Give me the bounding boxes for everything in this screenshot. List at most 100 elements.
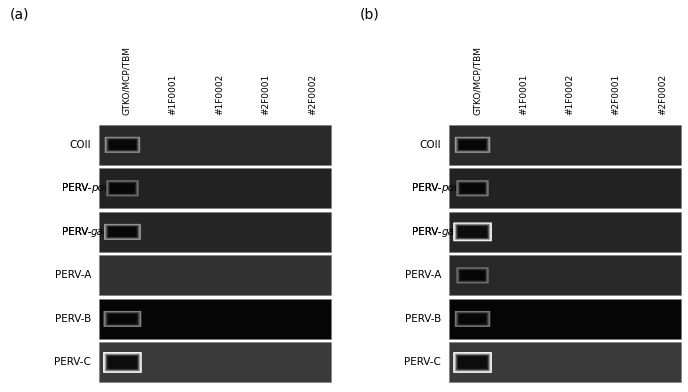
FancyBboxPatch shape: [458, 269, 487, 282]
FancyBboxPatch shape: [455, 224, 490, 240]
FancyBboxPatch shape: [99, 299, 331, 339]
Text: GTKO/MCP/TBM: GTKO/MCP/TBM: [122, 46, 131, 115]
FancyBboxPatch shape: [458, 356, 488, 369]
FancyBboxPatch shape: [449, 343, 681, 383]
FancyBboxPatch shape: [99, 343, 331, 383]
FancyBboxPatch shape: [99, 212, 331, 252]
FancyBboxPatch shape: [109, 183, 136, 194]
FancyBboxPatch shape: [105, 354, 140, 371]
Text: PERV-: PERV-: [62, 227, 91, 237]
FancyBboxPatch shape: [103, 352, 142, 373]
Text: #2F0002: #2F0002: [308, 74, 317, 115]
FancyBboxPatch shape: [104, 224, 141, 240]
FancyBboxPatch shape: [455, 353, 491, 372]
FancyBboxPatch shape: [107, 181, 138, 196]
Text: #2F0001: #2F0001: [612, 74, 621, 115]
FancyBboxPatch shape: [457, 268, 488, 283]
FancyBboxPatch shape: [458, 313, 488, 325]
Text: PERV-A: PERV-A: [55, 270, 91, 280]
Text: PERV-: PERV-: [62, 183, 91, 193]
FancyBboxPatch shape: [458, 226, 488, 238]
Text: pol: pol: [91, 183, 107, 193]
FancyBboxPatch shape: [449, 212, 681, 252]
FancyBboxPatch shape: [107, 313, 138, 325]
FancyBboxPatch shape: [458, 139, 487, 151]
FancyBboxPatch shape: [107, 226, 138, 238]
Text: PERV-: PERV-: [411, 227, 441, 237]
FancyBboxPatch shape: [107, 139, 138, 151]
FancyBboxPatch shape: [109, 140, 136, 150]
Text: (a): (a): [10, 8, 30, 22]
FancyBboxPatch shape: [111, 183, 134, 193]
Text: PERV-C: PERV-C: [405, 358, 441, 367]
FancyBboxPatch shape: [460, 140, 486, 149]
Text: #2F0001: #2F0001: [261, 74, 270, 115]
FancyBboxPatch shape: [107, 226, 138, 238]
FancyBboxPatch shape: [108, 182, 137, 195]
Text: pol: pol: [441, 183, 457, 193]
FancyBboxPatch shape: [460, 270, 486, 281]
FancyBboxPatch shape: [458, 313, 487, 325]
FancyBboxPatch shape: [105, 137, 140, 152]
Text: PERV-: PERV-: [62, 227, 91, 237]
FancyBboxPatch shape: [108, 314, 137, 324]
FancyBboxPatch shape: [449, 255, 681, 296]
Text: COII: COII: [69, 140, 91, 150]
FancyBboxPatch shape: [109, 314, 136, 324]
FancyBboxPatch shape: [107, 138, 138, 151]
FancyBboxPatch shape: [457, 181, 488, 196]
FancyBboxPatch shape: [106, 225, 139, 238]
FancyBboxPatch shape: [107, 180, 138, 196]
FancyBboxPatch shape: [458, 356, 487, 368]
FancyBboxPatch shape: [106, 312, 139, 325]
FancyBboxPatch shape: [456, 225, 489, 239]
FancyBboxPatch shape: [99, 255, 331, 296]
Text: #1F0002: #1F0002: [215, 74, 224, 115]
Text: PERV-C: PERV-C: [54, 358, 91, 367]
FancyBboxPatch shape: [449, 125, 681, 165]
Text: #2F0002: #2F0002: [658, 74, 667, 115]
FancyBboxPatch shape: [457, 312, 488, 325]
FancyBboxPatch shape: [459, 182, 486, 194]
FancyBboxPatch shape: [459, 140, 486, 150]
FancyBboxPatch shape: [108, 139, 137, 151]
FancyBboxPatch shape: [453, 352, 492, 373]
FancyBboxPatch shape: [460, 271, 484, 280]
Text: PERV-B: PERV-B: [405, 314, 441, 324]
FancyBboxPatch shape: [460, 314, 486, 324]
FancyBboxPatch shape: [107, 355, 138, 370]
FancyBboxPatch shape: [107, 181, 138, 195]
FancyBboxPatch shape: [458, 182, 487, 195]
FancyBboxPatch shape: [104, 353, 141, 372]
FancyBboxPatch shape: [455, 137, 490, 152]
Text: PERV-: PERV-: [411, 227, 441, 237]
Text: (b): (b): [361, 8, 380, 22]
FancyBboxPatch shape: [108, 356, 137, 368]
Text: #1F0001: #1F0001: [169, 74, 178, 115]
Text: PERV-: PERV-: [411, 183, 441, 193]
FancyBboxPatch shape: [107, 313, 138, 325]
FancyBboxPatch shape: [455, 354, 490, 371]
FancyBboxPatch shape: [107, 356, 138, 369]
FancyBboxPatch shape: [458, 139, 488, 151]
FancyBboxPatch shape: [459, 314, 486, 324]
FancyBboxPatch shape: [457, 138, 488, 151]
FancyBboxPatch shape: [105, 353, 140, 372]
FancyBboxPatch shape: [455, 311, 490, 327]
FancyBboxPatch shape: [453, 222, 492, 241]
Text: #1F0002: #1F0002: [566, 74, 574, 115]
FancyBboxPatch shape: [460, 183, 486, 194]
FancyBboxPatch shape: [458, 181, 487, 195]
FancyBboxPatch shape: [106, 355, 139, 370]
FancyBboxPatch shape: [109, 182, 136, 194]
Text: PERV-B: PERV-B: [55, 314, 91, 324]
FancyBboxPatch shape: [460, 183, 485, 194]
FancyBboxPatch shape: [99, 125, 331, 165]
FancyBboxPatch shape: [456, 180, 488, 196]
FancyBboxPatch shape: [105, 225, 140, 239]
FancyBboxPatch shape: [458, 269, 487, 283]
Text: PERV-: PERV-: [62, 183, 91, 193]
FancyBboxPatch shape: [456, 138, 489, 152]
Text: COII: COII: [420, 140, 441, 150]
FancyBboxPatch shape: [105, 311, 140, 327]
